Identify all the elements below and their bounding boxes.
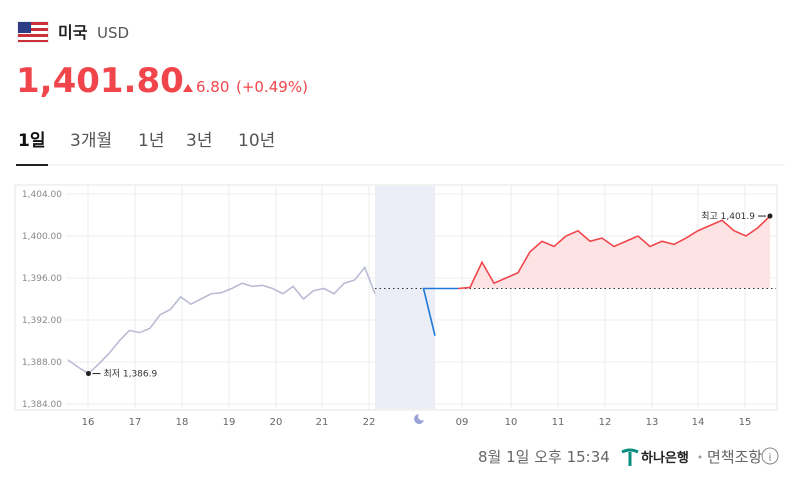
line: [67, 265, 376, 375]
x-tick-label: 12: [599, 417, 612, 428]
x-tick-label: 11: [552, 417, 565, 428]
tab[interactable]: 1일: [18, 131, 45, 151]
y-tick-label: 1,384.00: [22, 400, 62, 410]
x-tick-label: 18: [176, 417, 189, 428]
y-tick-label: 1,404.00: [22, 190, 62, 200]
extreme-dot: [767, 213, 773, 219]
change-pct: (+0.49%): [236, 78, 308, 96]
x-tick-label: 10: [505, 417, 518, 428]
flag: [17, 21, 49, 43]
plot-frame: [14, 184, 778, 411]
x-tick-label: 13: [646, 417, 659, 428]
disclaimer[interactable]: 면책조항: [707, 448, 762, 466]
bank-logo: [621, 448, 639, 466]
tab[interactable]: 1년: [138, 131, 164, 151]
moon-icon: [414, 414, 424, 424]
info-icon[interactable]: [761, 447, 779, 465]
x-tick-label: 21: [316, 417, 329, 428]
separator: [698, 455, 702, 459]
annotation: 최저 1,386.9: [103, 369, 157, 380]
price: 1,401.80: [16, 61, 184, 101]
change: 6.80: [196, 78, 229, 96]
y-tick-label: 1,400.00: [22, 232, 62, 242]
x-tick-label: 16: [82, 417, 95, 428]
annotation: 최고 1,401.9: [701, 211, 755, 222]
extreme-dot: [85, 371, 91, 377]
y-tick-label: 1,392.00: [22, 316, 62, 326]
footer-time: 8월 1일 오후 15:34: [478, 448, 610, 466]
tab[interactable]: 3년: [186, 131, 212, 151]
x-tick-label: 15: [739, 417, 752, 428]
x-tick-label: 20: [270, 417, 283, 428]
line: [422, 287, 458, 336]
x-tick-label: 22: [363, 417, 376, 428]
y-tick-label: 1,388.00: [22, 358, 62, 368]
line: [457, 215, 771, 290]
info-i: i: [768, 451, 771, 464]
x-tick-label: 17: [129, 417, 142, 428]
y-tick-label: 1,396.00: [22, 274, 62, 284]
x-tick-label: 09: [456, 417, 469, 428]
x-tick-label: 19: [223, 417, 236, 428]
area: [458, 216, 770, 289]
bank: 하나은행: [641, 450, 689, 466]
country: 미국: [58, 23, 88, 42]
up-arrow: [183, 84, 193, 92]
tab[interactable]: 3개월: [70, 131, 112, 151]
tab[interactable]: 10년: [238, 131, 275, 151]
currency: USD: [97, 24, 129, 42]
x-tick-label: 14: [692, 417, 705, 428]
